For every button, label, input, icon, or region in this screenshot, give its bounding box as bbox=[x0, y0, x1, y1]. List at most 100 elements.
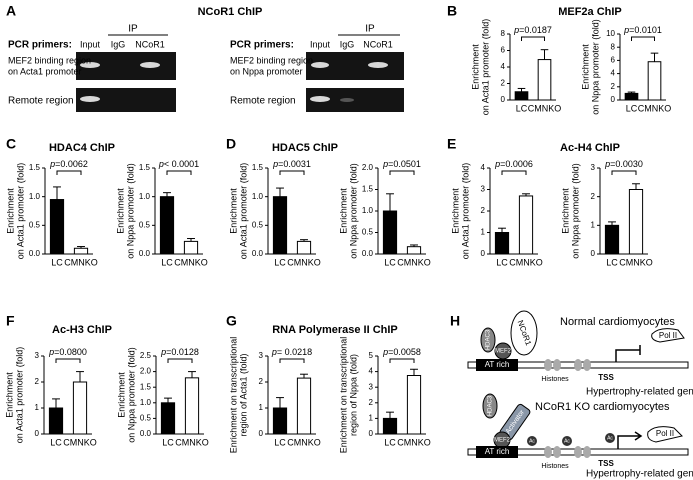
panel-letter: E bbox=[447, 136, 456, 152]
bar bbox=[184, 377, 200, 435]
significance-bracket bbox=[521, 36, 545, 41]
y-axis-label: Enrichment bbox=[560, 188, 570, 234]
y-tick-label: 1 bbox=[369, 414, 374, 423]
x-tick-label: LC bbox=[384, 257, 396, 267]
bar-chart: D HDAC5 ChIP 0.0 0.5 1.0 1.5 Enrichment on Acta… bbox=[226, 136, 338, 268]
gel-band bbox=[310, 96, 330, 102]
tss-arrow bbox=[617, 431, 643, 449]
y-tick-label: 0.5 bbox=[252, 220, 264, 229]
bar-chart: 0.0 0.5 1.0 1.5 2.0 Enrichment on Nppa promote… bbox=[338, 159, 430, 267]
mef: MEF2 bbox=[495, 349, 512, 355]
p-symbol: p bbox=[49, 159, 55, 169]
y-tick-label: 3 bbox=[369, 382, 374, 391]
lane-label: NCoR1 bbox=[363, 39, 393, 49]
y-tick-label: 2 bbox=[481, 206, 486, 215]
pol-shape bbox=[647, 426, 683, 443]
bar-chart: 0 2 4 6 8 10 Enrichment on Nppa promoter (fold)… bbox=[580, 19, 671, 115]
p-value: p=0.0030 bbox=[604, 159, 643, 169]
hdac: HDAC3 bbox=[488, 395, 494, 416]
x-tick-label: LC bbox=[162, 437, 174, 447]
significance-bracket bbox=[167, 358, 193, 363]
y-tick-label: 1.5 bbox=[362, 185, 374, 194]
p-text: =0.0800 bbox=[54, 347, 87, 357]
bar-chart: 0.0 0.5 1.0 1.5 2.0 2.5 Enrichment on Nppa prom… bbox=[116, 347, 208, 447]
gel-band bbox=[340, 98, 354, 102]
tss: TSS bbox=[598, 373, 614, 382]
x-tick-label: CMNKO bbox=[63, 437, 97, 447]
x-tick-label: CMNKO bbox=[287, 257, 321, 267]
x-tick-label: LC bbox=[496, 257, 508, 267]
y-tick-label: 0.5 bbox=[362, 228, 374, 237]
y-tick-label: 3 bbox=[591, 163, 596, 172]
y-tick-label: 8 bbox=[611, 42, 616, 51]
p-symbol: p bbox=[48, 347, 54, 357]
y-tick-label: 2 bbox=[591, 192, 596, 201]
y-axis-label: Enrichment on transcriptional bbox=[228, 337, 238, 454]
panel-a: A NCoR1 ChIP PCR primers: IP Input IgG N… bbox=[6, 3, 404, 112]
significance-bracket bbox=[279, 358, 305, 363]
row-label: on Nppa promoter bbox=[230, 66, 303, 76]
bar bbox=[406, 246, 422, 255]
lane-label: IgG bbox=[111, 39, 126, 49]
bar-chart: F Ac-H3 ChIP 0 1 2 3 Enrichment on Acta1 promot… bbox=[4, 313, 112, 448]
at-rich: AT rich bbox=[485, 447, 510, 456]
y-tick-label: 1.5 bbox=[29, 163, 41, 172]
y-axis-label: on Nppa promoter (fold) bbox=[570, 163, 580, 259]
y-tick-label: 2 bbox=[369, 398, 374, 407]
y-axis-label: on Nppa promoter (fold) bbox=[125, 163, 135, 259]
histones: Histones bbox=[541, 376, 569, 383]
p-symbol: p bbox=[272, 159, 278, 169]
bar bbox=[49, 199, 65, 255]
gel-band bbox=[368, 62, 388, 68]
genes: Hypertrophy-related genes bbox=[586, 469, 693, 480]
p-text: = 0.0218 bbox=[277, 347, 312, 357]
histone bbox=[583, 446, 591, 458]
bar bbox=[382, 417, 398, 435]
p-value: p=0.0101 bbox=[623, 25, 662, 35]
y-axis-label: on Nppa promoter (fold) bbox=[348, 163, 358, 259]
x-tick-label: CMNKO bbox=[397, 437, 431, 447]
mef-shape bbox=[494, 342, 512, 360]
y-tick-label: 6 bbox=[501, 46, 506, 55]
histones: Histones bbox=[541, 463, 569, 470]
y-axis-label: on Acta1 promoter (fold) bbox=[480, 19, 490, 116]
y-tick-label: 0 bbox=[259, 429, 264, 438]
bar bbox=[514, 91, 529, 101]
p-text: =0.0058 bbox=[388, 347, 421, 357]
bar bbox=[48, 407, 64, 435]
p-symbol: p bbox=[382, 347, 388, 357]
panel-letter: C bbox=[6, 136, 16, 152]
row-label: MEF2 binding region bbox=[8, 55, 91, 65]
x-tick-label: LC bbox=[626, 103, 638, 113]
significance-bracket bbox=[55, 358, 81, 363]
p-symbol: p bbox=[623, 25, 629, 35]
y-tick-label: 2.5 bbox=[140, 351, 152, 360]
row-label: on Acta1 promoter bbox=[8, 66, 82, 76]
x-tick-label: LC bbox=[50, 437, 62, 447]
x-tick-label: LC bbox=[274, 257, 286, 267]
hdac: HDAC3 bbox=[486, 329, 492, 350]
y-tick-label: 1.0 bbox=[362, 206, 374, 215]
gel-band bbox=[80, 96, 100, 102]
y-tick-label: 4 bbox=[369, 367, 374, 376]
p-value: p=0.0187 bbox=[513, 25, 552, 35]
hdac-shape bbox=[480, 327, 496, 353]
p-text: =0.0128 bbox=[166, 347, 199, 357]
at-rich-box bbox=[476, 446, 518, 458]
ip-label: IP bbox=[128, 24, 138, 35]
gel-band bbox=[80, 62, 100, 68]
x-tick-label: CMNKO bbox=[509, 257, 543, 267]
y-axis-label: region of Nppa (fold) bbox=[348, 354, 358, 436]
primers-label: PCR primers: bbox=[230, 40, 294, 51]
y-axis-label: Enrichment bbox=[450, 188, 460, 234]
ac: Ac bbox=[607, 435, 613, 441]
y-tick-label: 1.0 bbox=[140, 398, 152, 407]
y-tick-label: 1.0 bbox=[29, 192, 41, 201]
gel-band bbox=[311, 62, 329, 68]
significance-bracket bbox=[611, 170, 637, 175]
panel-title: RNA Polymerase II ChIP bbox=[272, 324, 398, 336]
y-tick-label: 3 bbox=[35, 351, 40, 360]
x-tick-label: CMNKO bbox=[397, 257, 431, 267]
p-symbol: p bbox=[494, 159, 500, 169]
